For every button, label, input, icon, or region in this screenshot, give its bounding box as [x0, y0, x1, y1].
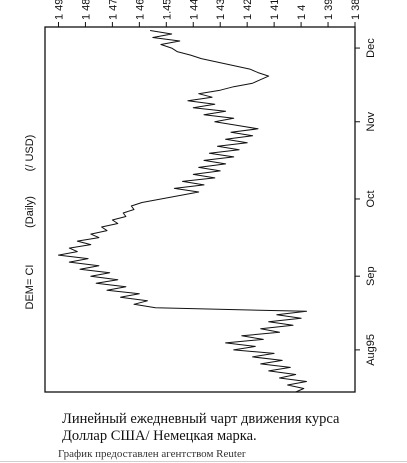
value-tick-label: 1 44	[188, 0, 200, 20]
price-series-line	[58, 30, 307, 393]
value-tick-label: 1 4	[296, 5, 308, 20]
value-tick-label: 1 46	[134, 0, 146, 20]
value-tick-label: 1 39	[323, 0, 335, 20]
time-tick-label: Oct	[365, 190, 377, 207]
plot-frame	[44, 26, 356, 393]
chart-title: DEM= CI	[24, 265, 36, 310]
chart-period: (Daily)	[24, 196, 36, 228]
source-credit: График предоставлен агентством Reuter	[58, 448, 246, 460]
value-tick-label: 1 42	[242, 0, 254, 20]
time-tick-label: Nov	[365, 111, 377, 131]
value-tick-label: 1 38	[350, 0, 362, 20]
value-tick-label: 1.45	[161, 0, 173, 20]
chart-units: (/ USD)	[24, 135, 36, 172]
value-tick-label: 1 41	[269, 0, 281, 20]
caption-line-1: Линейный ежедневный чарт движения курса	[62, 411, 340, 427]
caption-line-2: Доллар США/ Немецкая марка.	[62, 428, 257, 444]
time-tick-label: Aug95	[365, 334, 377, 366]
bottom-rule	[0, 461, 407, 462]
time-tick-label: Sep	[365, 266, 377, 286]
value-tick-label: 1 47	[107, 0, 119, 20]
value-tick-label: 1 43	[215, 0, 227, 20]
value-tick-label: 1 48	[80, 0, 92, 20]
caption: Линейный ежедневный чарт движения курса …	[62, 411, 382, 445]
chart: Aug95 Sep Oct Nov Dec 1 49 1 48 1 47 1 46 1.45 1 …	[24, 0, 377, 393]
value-tick-label: 1 49	[53, 0, 65, 20]
time-tick-label: Dec	[365, 38, 377, 58]
